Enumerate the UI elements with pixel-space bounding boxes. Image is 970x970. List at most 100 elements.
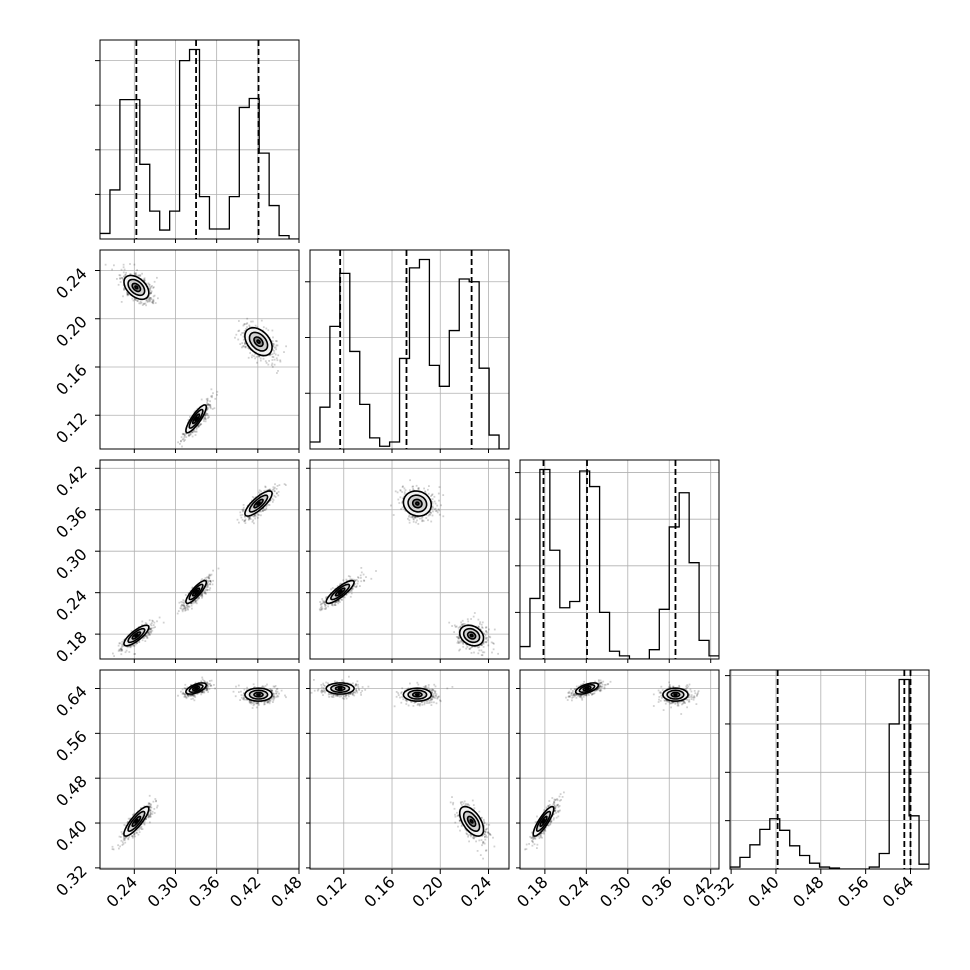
sample-point (477, 626, 480, 628)
sample-point (188, 694, 191, 696)
sample-point (148, 298, 150, 300)
sample-point (204, 415, 206, 418)
sample-point (119, 642, 121, 645)
sample-point (149, 809, 152, 812)
sample-point (240, 690, 242, 693)
sample-point (351, 588, 353, 590)
sample-point (276, 690, 279, 693)
sample-point (127, 817, 130, 820)
sample-point (465, 643, 467, 645)
sample-point (275, 692, 278, 695)
sample-point (134, 273, 136, 276)
sample-point (208, 688, 211, 690)
sample-point (455, 625, 458, 628)
sample-point (208, 574, 211, 577)
sample-point (242, 697, 245, 699)
sample-point (268, 488, 271, 491)
sample-point (177, 441, 179, 444)
sample-point (207, 582, 209, 584)
sample-point (123, 837, 126, 840)
sample-point (238, 691, 240, 693)
sample-point (260, 490, 262, 493)
sample-point (477, 652, 480, 655)
sample-point (456, 636, 459, 638)
sample-point (253, 513, 256, 516)
sample-point (207, 580, 209, 582)
sample-point (276, 687, 279, 690)
sample-point (207, 575, 210, 578)
sample-point (420, 517, 423, 520)
sample-point (209, 682, 211, 685)
sample-point (244, 522, 247, 524)
sample-point (349, 590, 351, 593)
sample-point (424, 491, 427, 494)
sample-point (408, 514, 411, 517)
sample-point (213, 407, 216, 410)
sample-point (154, 798, 157, 800)
sample-point (419, 517, 421, 520)
sample-point (448, 621, 451, 624)
sample-point (136, 642, 138, 644)
sample-point (478, 626, 480, 628)
sample-point (143, 278, 145, 281)
sample-point (145, 299, 148, 302)
sample-point (184, 605, 186, 608)
sample-point (341, 599, 343, 601)
sample-point (137, 833, 140, 836)
sample-point (477, 618, 480, 621)
sample-point (460, 639, 463, 642)
sample-point (273, 350, 276, 352)
sample-point (318, 608, 321, 611)
sample-point (178, 601, 181, 604)
sample-point (346, 579, 349, 582)
sample-point (132, 814, 135, 817)
sample-point (257, 702, 260, 705)
sample-point (133, 263, 136, 266)
sample-point (134, 298, 136, 300)
sample-point (235, 685, 237, 688)
sample-point (237, 330, 240, 332)
sample-point (206, 589, 209, 591)
sample-point (183, 687, 186, 689)
sample-point (183, 600, 186, 603)
sample-point (104, 263, 107, 266)
sample-point (194, 430, 197, 433)
sample-point (458, 649, 460, 652)
sample-point (417, 523, 420, 525)
sample-point (485, 630, 487, 633)
sample-point (436, 504, 439, 507)
sample-point (255, 701, 257, 704)
sample-point (337, 599, 340, 601)
sample-point (185, 696, 188, 698)
sample-point (491, 651, 493, 654)
sample-point (135, 274, 138, 276)
sample-point (151, 301, 153, 304)
sample-point (204, 414, 206, 417)
contour-core-1 (194, 416, 198, 422)
sample-point (197, 596, 200, 599)
sample-point (244, 519, 246, 522)
sample-point (130, 273, 132, 276)
sample-point (401, 497, 404, 500)
sample-point (200, 592, 203, 595)
sample-point (190, 433, 192, 436)
sample-point (206, 688, 209, 691)
sample-point (272, 685, 275, 688)
sample-point (121, 643, 123, 646)
sample-point (424, 490, 427, 493)
sample-point (492, 642, 494, 645)
sample-point (248, 325, 251, 328)
sample-point (482, 632, 485, 635)
sample-point (203, 420, 205, 422)
sample-point (262, 507, 265, 510)
sample-point (442, 494, 445, 496)
sample-point (208, 577, 210, 580)
sample-point (134, 643, 137, 646)
sample-point (285, 345, 287, 348)
sample-point (187, 419, 190, 421)
sample-point (117, 844, 119, 847)
sample-point (209, 400, 211, 403)
sample-point (209, 404, 212, 406)
sample-point (148, 802, 151, 805)
histogram-step-2 (520, 468, 719, 659)
